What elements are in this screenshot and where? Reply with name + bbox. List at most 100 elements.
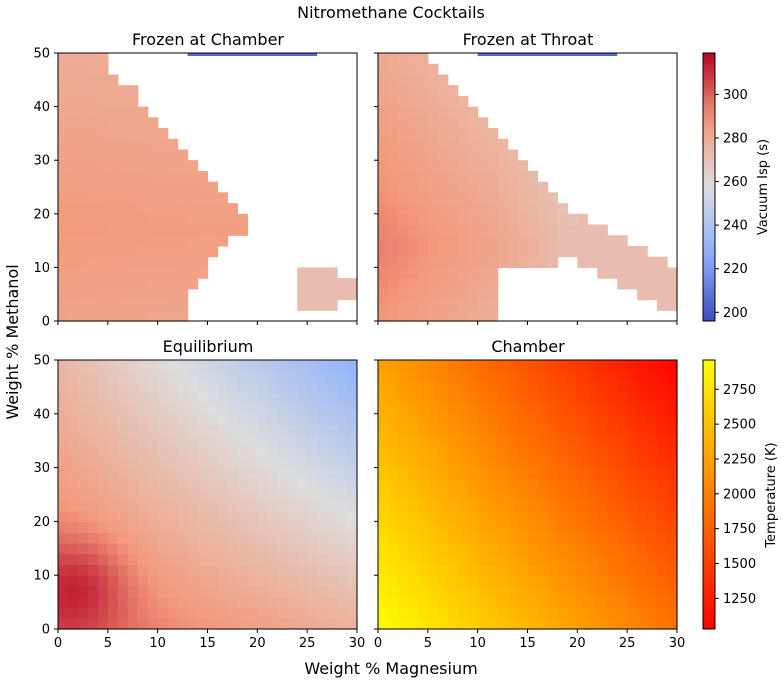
heatmap-cell [137, 564, 149, 576]
heatmap-cell [378, 170, 389, 183]
heatmap-cell [337, 360, 348, 372]
heatmap-cell [407, 403, 419, 415]
heatmap-cell [237, 489, 248, 501]
heatmap-cell [378, 435, 389, 447]
heatmap-cell [667, 585, 678, 598]
heatmap-cell [97, 235, 109, 247]
heatmap-cell [397, 618, 409, 630]
heatmap-cell [387, 224, 399, 236]
heatmap-cell [67, 106, 79, 118]
heatmap-cell [137, 521, 149, 533]
heatmap-cell [147, 370, 159, 383]
heatmap-cell [378, 181, 389, 193]
heatmap-cell [107, 585, 119, 598]
heatmap-cell [667, 521, 678, 533]
heatmap-cell [597, 607, 608, 619]
heatmap-cell [207, 585, 219, 598]
heatmap-cell [547, 596, 558, 609]
heatmap-cell [467, 203, 479, 215]
heatmap-cell [247, 564, 258, 576]
heatmap-cell [157, 510, 169, 522]
heatmap-cell [447, 149, 459, 161]
heatmap-cell [187, 413, 199, 426]
heatmap-cell [127, 160, 139, 172]
heatmap-cell [587, 596, 598, 609]
heatmap-cell [407, 521, 419, 533]
heatmap-cell [157, 532, 169, 544]
heatmap-cell [427, 446, 439, 458]
heatmap-cell [347, 381, 358, 393]
heatmap-cell [567, 235, 578, 247]
heatmap-cell [597, 424, 608, 436]
heatmap-cell [107, 499, 119, 512]
heatmap-cell [617, 278, 628, 290]
heatmap-cell [667, 553, 678, 566]
heatmap-cell [67, 607, 79, 619]
heatmap-cell [467, 267, 479, 279]
heatmap-cell [667, 564, 678, 576]
heatmap-cell [237, 413, 248, 426]
heatmap-cell [127, 618, 139, 630]
heatmap-cell [167, 299, 179, 311]
heatmap-cell [77, 456, 89, 469]
heatmap-cell [217, 235, 229, 247]
heatmap-cell [247, 596, 258, 609]
heatmap-cell [177, 288, 189, 301]
heatmap-cell [87, 149, 99, 161]
heatmap-cell [507, 149, 519, 161]
heatmap-cell [277, 542, 288, 555]
heatmap-cell [127, 403, 139, 415]
heatmap-cell [167, 370, 179, 383]
heatmap-cell [467, 224, 479, 236]
heatmap-cell [97, 575, 109, 587]
heatmap-cell [507, 370, 519, 383]
heatmap-cell [567, 478, 578, 490]
heatmap-cell [547, 478, 558, 490]
heatmap-cell [197, 607, 209, 619]
heatmap-cell [58, 74, 69, 86]
heatmap-cell [397, 256, 409, 268]
heatmap-cell [437, 413, 449, 426]
heatmap-cell [517, 499, 529, 512]
heatmap-cell [647, 575, 658, 587]
heatmap-cell [547, 585, 558, 598]
heatmap-cell [467, 117, 479, 129]
heatmap-cell [257, 413, 268, 426]
heatmap-cell [337, 435, 348, 447]
heatmap-cell [137, 435, 149, 447]
heatmap-cell [627, 467, 638, 479]
heatmap-cell [557, 575, 568, 587]
heatmap-cell [537, 181, 549, 193]
heatmap-cell [197, 499, 209, 512]
heatmap-cell [378, 424, 389, 436]
heatmap-cell [477, 138, 489, 151]
heatmap-cell [487, 149, 499, 161]
heatmap-cell [117, 267, 129, 279]
heatmap-cell [337, 370, 348, 383]
heatmap-cell [167, 489, 179, 501]
heatmap-cell [607, 267, 618, 279]
heatmap-cell [337, 467, 348, 479]
heatmap-cell [477, 478, 489, 490]
heatmap-cell [667, 618, 678, 630]
heatmap-cell [577, 381, 588, 393]
heatmap-cell [497, 181, 509, 193]
heatmap-cell [117, 288, 129, 301]
heatmap-cell [497, 203, 509, 215]
heatmap-cell [567, 224, 578, 236]
heatmap-cell [297, 392, 308, 404]
heatmap-cell [117, 413, 129, 426]
heatmap-cell [277, 456, 288, 469]
heatmap-cell [397, 370, 409, 383]
heatmap-cell [147, 618, 159, 630]
heatmap-cell [97, 607, 109, 619]
heatmap-cell [477, 499, 489, 512]
heatmap-cell [117, 532, 129, 544]
heatmap-cell [277, 521, 288, 533]
heatmap-cell [627, 256, 638, 268]
heatmap-cell [97, 117, 109, 129]
heatmap-cell [267, 532, 278, 544]
heatmap-cell [87, 53, 99, 65]
heatmap-cell [537, 203, 549, 215]
heatmap-cell [77, 510, 89, 522]
